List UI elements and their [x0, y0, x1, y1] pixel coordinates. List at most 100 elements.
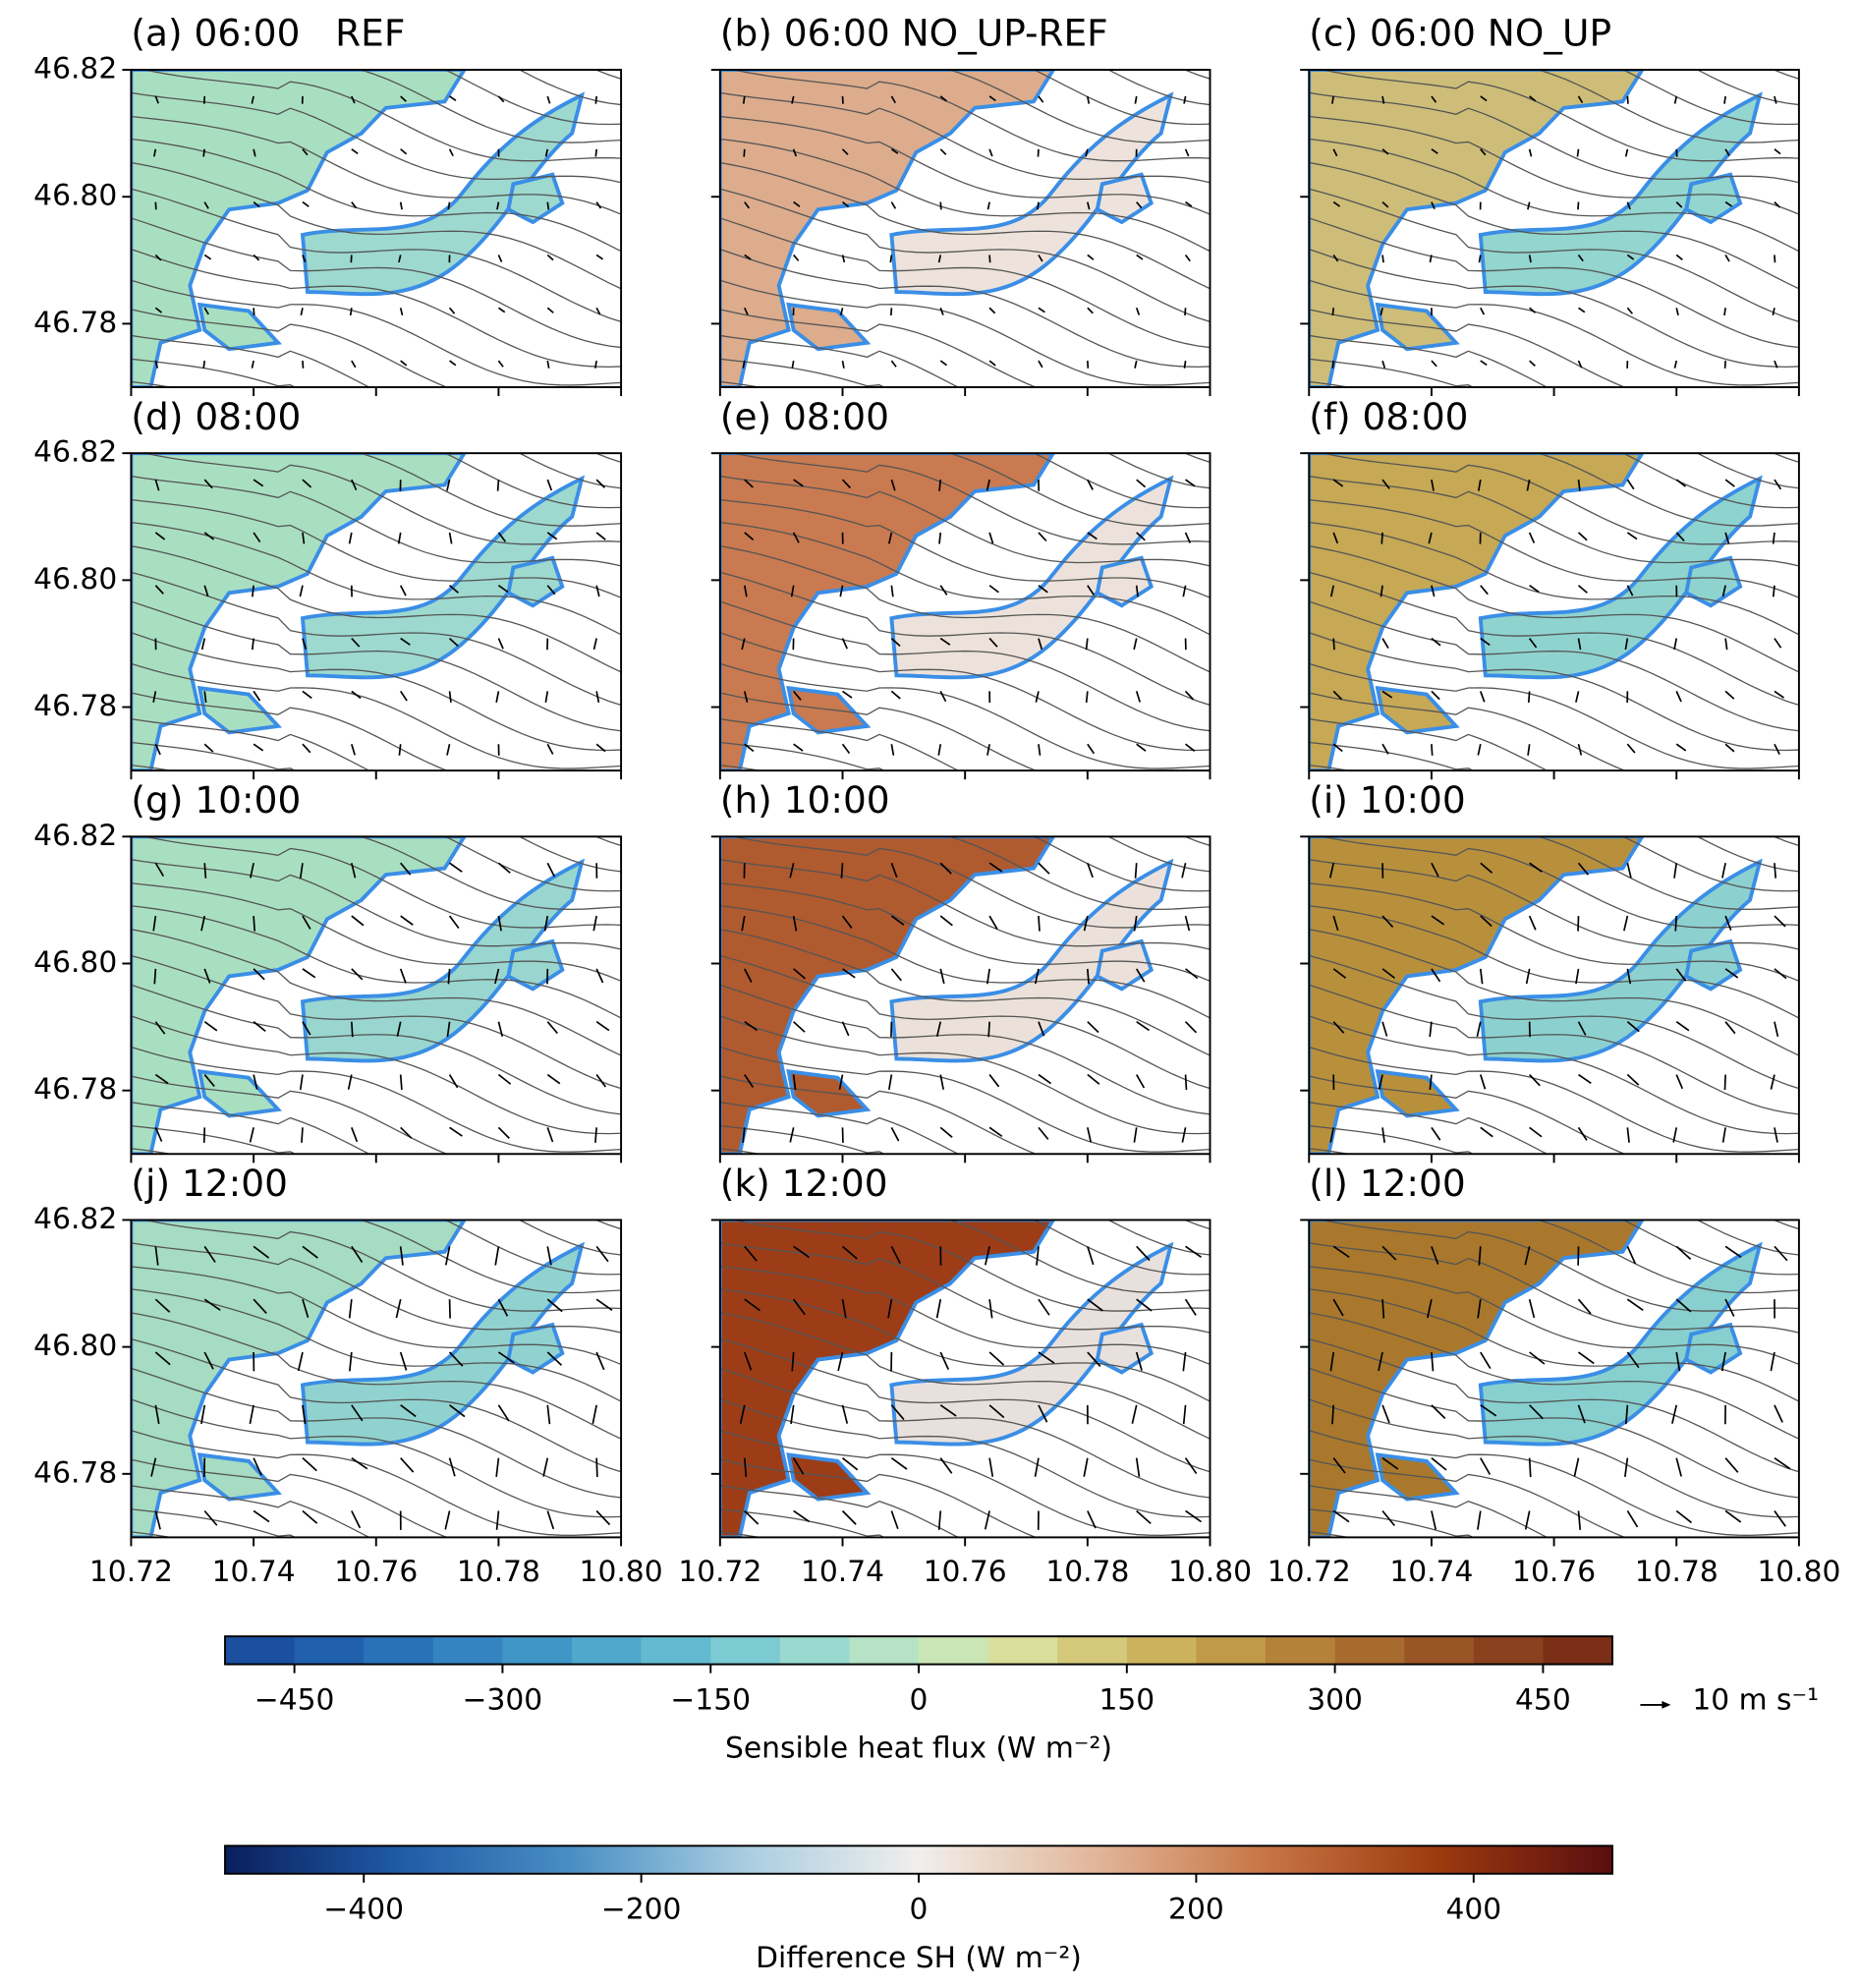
streamline [131, 1430, 622, 1536]
wind-vector [1381, 1456, 1399, 1470]
lake-region [1478, 475, 1763, 680]
wind-vector [1431, 744, 1434, 756]
wind-vector [1038, 360, 1043, 369]
wind-vector [1774, 255, 1776, 263]
wind-vector [1085, 148, 1089, 157]
wind-vector [939, 1074, 944, 1090]
wind-vector [742, 95, 746, 104]
y-tick-label: 46.82 [33, 52, 117, 86]
streamline [946, 1220, 1211, 1294]
wind-vector [542, 1457, 549, 1477]
wind-vector [595, 1457, 598, 1478]
streamline [358, 1220, 622, 1294]
wind-vector [1480, 585, 1489, 596]
x-tick-label: 10.74 [1389, 1555, 1473, 1589]
wind-vector [1524, 1510, 1531, 1530]
wind-vector [1431, 1351, 1435, 1372]
map-panel [131, 1220, 622, 1538]
wind-vector [1332, 743, 1343, 753]
wind-vector [1528, 255, 1532, 263]
wind-vector [1328, 863, 1335, 879]
wind-vector [1134, 95, 1138, 104]
island [1375, 1069, 1460, 1118]
wind-vector [497, 638, 504, 650]
colorbar-tick-label: −200 [601, 1893, 682, 1927]
wind-vector [742, 360, 746, 369]
map-panel [719, 70, 1211, 388]
wind-vector [351, 479, 358, 491]
wind-vector [299, 1074, 304, 1090]
wind-vector [203, 1298, 221, 1311]
streamline [1309, 882, 1799, 982]
streamline [719, 1015, 1211, 1135]
wind-vector [249, 1127, 254, 1143]
wind-vector [595, 743, 606, 753]
wind-vector [595, 307, 601, 315]
wind-vector [744, 479, 754, 488]
streamline [131, 1266, 622, 1366]
wind-vector [302, 255, 307, 262]
wind-vector [1038, 255, 1043, 262]
panel-title: (h) 10:00 [720, 778, 890, 822]
wind-vector [890, 201, 897, 209]
streamline [1309, 521, 1799, 636]
wind-vector [986, 201, 990, 210]
wind-vector [1136, 254, 1144, 260]
streamline [1033, 1220, 1211, 1276]
island [197, 302, 283, 352]
wind-vector [1626, 968, 1632, 985]
wind-vector [497, 585, 509, 594]
wind-vector [398, 255, 402, 263]
wind-vector [1135, 1351, 1143, 1371]
streamline [1309, 115, 1799, 215]
wind-vector [890, 637, 901, 648]
colorbar-segment [225, 1636, 296, 1665]
island [786, 685, 872, 735]
wind-vector [1675, 1457, 1682, 1477]
streamline [1309, 1242, 1799, 1334]
streamline [1033, 70, 1211, 126]
streamline [1621, 1220, 1799, 1276]
wind-vector [1577, 95, 1584, 104]
wind-vector [792, 915, 798, 932]
wind-vector [203, 863, 207, 879]
wind-vector [793, 743, 804, 752]
colorbar-segment [641, 1636, 711, 1665]
wind-vector [253, 200, 260, 208]
wind-vector [1524, 1246, 1531, 1266]
wind-vector [744, 1509, 760, 1525]
wind-vector [1431, 95, 1437, 103]
wind-vector [986, 968, 990, 985]
wind-vector [446, 744, 451, 756]
map-panel [719, 836, 1211, 1155]
wind-vector [1774, 1245, 1788, 1262]
streamline [131, 632, 622, 752]
wind-vector [937, 1510, 942, 1530]
wind-vector [739, 1404, 746, 1424]
wind-vector [252, 585, 254, 597]
map-panel [1309, 70, 1799, 388]
wind-vector [449, 585, 459, 594]
wind-vector [446, 479, 451, 491]
wind-vector [302, 532, 306, 544]
wind-vector [1431, 690, 1440, 701]
wind-vector [935, 1299, 942, 1319]
wind-vector [203, 479, 213, 489]
streamline [1309, 358, 1475, 388]
wind-vector [841, 1509, 857, 1525]
wind-vector [744, 307, 749, 315]
wind-vector [497, 307, 506, 313]
wind-vector [1724, 479, 1735, 487]
wind-vector [839, 308, 844, 316]
wind-vector [1182, 585, 1187, 597]
wind-vector [841, 1245, 858, 1260]
wind-vector [253, 1457, 262, 1476]
wind-vector [202, 360, 206, 369]
wind-vector [396, 1021, 402, 1038]
wind-vector [744, 1021, 759, 1032]
wind-vector [988, 1457, 994, 1477]
wind-vector [1578, 1073, 1592, 1084]
wind-vector [203, 201, 209, 209]
wind-vector [351, 148, 359, 154]
streamline [518, 453, 622, 489]
